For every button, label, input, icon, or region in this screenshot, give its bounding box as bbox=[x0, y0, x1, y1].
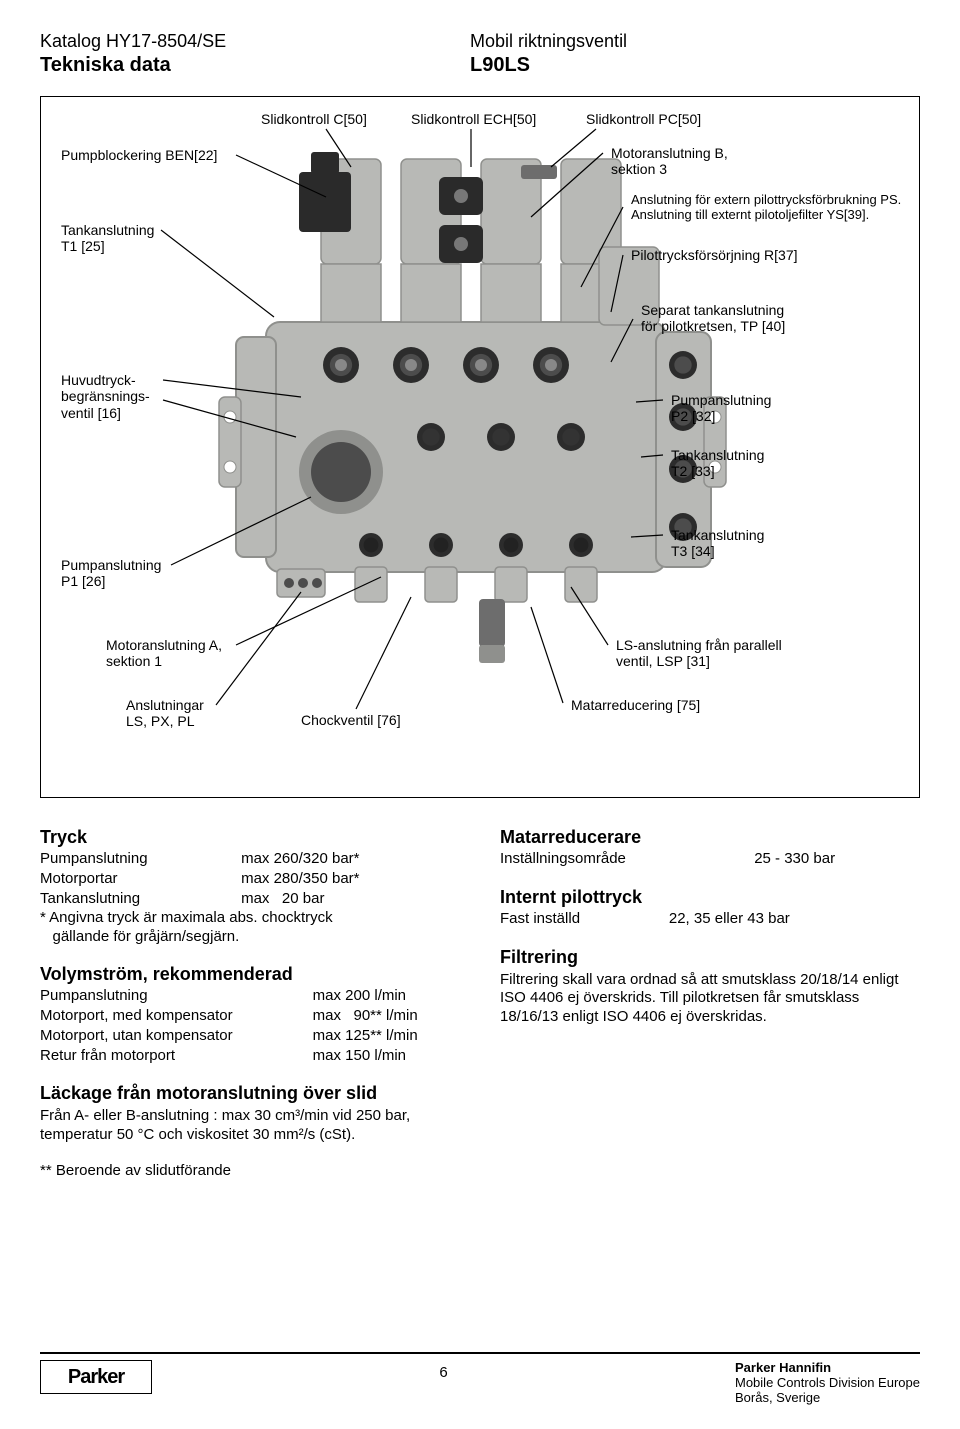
spec-value: max 260/320 bar* bbox=[233, 850, 460, 870]
callout-t3: Tankanslutning T3 [34] bbox=[671, 527, 764, 560]
callout-matar75: Matarreducering [75] bbox=[571, 697, 700, 714]
callout-motorB: Motoranslutning B, sektion 3 bbox=[611, 145, 728, 178]
footer: Parker 6 Parker Hannifin Mobile Controls… bbox=[40, 1352, 920, 1405]
callout-pumpblock: Pumpblockering BEN[22] bbox=[61, 147, 217, 164]
brand-block: Parker bbox=[40, 1360, 152, 1394]
tryck-heading: Tryck bbox=[40, 826, 460, 849]
table-row: Motorport, utan kompensatormax 125** l/m… bbox=[40, 1027, 460, 1047]
spec-label: Inställningsområde bbox=[500, 850, 746, 870]
spec-value: max 20 bar bbox=[233, 890, 460, 910]
section-title: Tekniska data bbox=[40, 53, 470, 78]
page-header: Katalog HY17-8504/SE Tekniska data Mobil… bbox=[40, 30, 920, 78]
table-row: Retur från motorportmax 150 l/min bbox=[40, 1047, 460, 1067]
pilot-table: Fast inställd22, 35 eller 43 bar bbox=[500, 910, 920, 930]
callout-t2: Tankanslutning T2 [33] bbox=[671, 447, 764, 480]
tryck-note-2: gällande för gråjärn/segjärn. bbox=[40, 928, 460, 947]
table-row: Tankanslutningmax 20 bar bbox=[40, 890, 460, 910]
callout-p1: Pumpanslutning P1 [26] bbox=[61, 557, 161, 590]
spec-value: 25 - 330 bar bbox=[746, 850, 920, 870]
brand-line-3: Borås, Sverige bbox=[735, 1390, 920, 1405]
matar-heading: Matarreducerare bbox=[500, 826, 920, 849]
volym-heading: Volymström, rekommenderad bbox=[40, 963, 460, 986]
parker-logo-text: Parker bbox=[68, 1366, 124, 1389]
callout-lsp31: LS-anslutning från parallell ventil, LSP… bbox=[616, 637, 782, 670]
spec-label: Pumpanslutning bbox=[40, 850, 233, 870]
table-row: Fast inställd22, 35 eller 43 bar bbox=[500, 910, 920, 930]
callout-p2: Pumpanslutning P2 [32] bbox=[671, 392, 771, 425]
leak-heading: Läckage från motoranslutning över slid bbox=[40, 1082, 460, 1105]
product-model: L90LS bbox=[470, 53, 627, 78]
spec-label: Retur från motorport bbox=[40, 1047, 305, 1067]
left-column: Tryck Pumpanslutningmax 260/320 bar*Moto… bbox=[40, 826, 460, 1182]
callout-r37: Pilottrycksförsörjning R[37] bbox=[631, 247, 798, 264]
filt-body: Filtrering skall vara ordnad så att smut… bbox=[500, 971, 920, 1027]
parker-logo: Parker bbox=[40, 1360, 152, 1394]
spec-value: max 200 l/min bbox=[305, 987, 460, 1007]
matar-table: Inställningsområde25 - 330 bar bbox=[500, 850, 920, 870]
callout-slid_ech: Slidkontroll ECH[50] bbox=[411, 111, 536, 128]
table-row: Pumpanslutningmax 200 l/min bbox=[40, 987, 460, 1007]
spec-value: max 90** l/min bbox=[305, 1007, 460, 1027]
page: Katalog HY17-8504/SE Tekniska data Mobil… bbox=[0, 0, 960, 1429]
pilot-heading: Internt pilottryck bbox=[500, 886, 920, 909]
filt-heading: Filtrering bbox=[500, 946, 920, 969]
leak-line-1: Från A- eller B-anslutning : max 30 cm³/… bbox=[40, 1107, 460, 1126]
callout-t1: Tankanslutning T1 [25] bbox=[61, 222, 154, 255]
spec-value: max 125** l/min bbox=[305, 1027, 460, 1047]
page-number: 6 bbox=[439, 1364, 447, 1381]
brand-line-1: Parker Hannifin bbox=[735, 1360, 920, 1375]
tryck-note-1: * Angivna tryck är maximala abs. chocktr… bbox=[40, 909, 460, 928]
brand-text: Parker Hannifin Mobile Controls Division… bbox=[735, 1360, 920, 1405]
callout-lspxpl: Anslutningar LS, PX, PL bbox=[126, 697, 204, 730]
callout-extpilot: Anslutning för extern pilottrycksförbruk… bbox=[631, 192, 901, 223]
catalog-id: Katalog HY17-8504/SE bbox=[40, 30, 470, 53]
spec-value: max 150 l/min bbox=[305, 1047, 460, 1067]
spec-label: Motorport, med kompensator bbox=[40, 1007, 305, 1027]
double-star-note: ** Beroende av slidutförande bbox=[40, 1162, 460, 1181]
valve-diagram: Slidkontroll C[50] Slidkontroll ECH[50] Sl… bbox=[40, 96, 920, 798]
brand-line-2: Mobile Controls Division Europe bbox=[735, 1375, 920, 1390]
right-column: Matarreducerare Inställningsområde25 - 3… bbox=[500, 826, 920, 1182]
callout-chock: Chockventil [76] bbox=[301, 712, 401, 729]
volym-table: Pumpanslutningmax 200 l/minMotorport, me… bbox=[40, 987, 460, 1066]
spec-value: 22, 35 eller 43 bar bbox=[661, 910, 920, 930]
leak-line-2: temperatur 50 °C och viskositet 30 mm²/s… bbox=[40, 1126, 460, 1145]
spec-label: Fast inställd bbox=[500, 910, 661, 930]
table-row: Pumpanslutningmax 260/320 bar* bbox=[40, 850, 460, 870]
callout-huvud: Huvudtryck- begränsnings- ventil [16] bbox=[61, 372, 150, 422]
spec-value: max 280/350 bar* bbox=[233, 870, 460, 890]
spec-label: Motorportar bbox=[40, 870, 233, 890]
spec-label: Pumpanslutning bbox=[40, 987, 305, 1007]
callout-slid_pc: Slidkontroll PC[50] bbox=[586, 111, 701, 128]
spec-label: Tankanslutning bbox=[40, 890, 233, 910]
product-line: Mobil riktningsventil bbox=[470, 30, 627, 53]
table-row: Motorport, med kompensatormax 90** l/min bbox=[40, 1007, 460, 1027]
spec-columns: Tryck Pumpanslutningmax 260/320 bar*Moto… bbox=[40, 826, 920, 1182]
table-row: Motorportarmax 280/350 bar* bbox=[40, 870, 460, 890]
callout-tp40: Separat tankanslutning för pilotkretsen,… bbox=[641, 302, 785, 335]
callout-slid_c: Slidkontroll C[50] bbox=[261, 111, 367, 128]
spec-label: Motorport, utan kompensator bbox=[40, 1027, 305, 1047]
callout-motorA: Motoranslutning A, sektion 1 bbox=[106, 637, 222, 670]
table-row: Inställningsområde25 - 330 bar bbox=[500, 850, 920, 870]
tryck-table: Pumpanslutningmax 260/320 bar*Motorporta… bbox=[40, 850, 460, 909]
